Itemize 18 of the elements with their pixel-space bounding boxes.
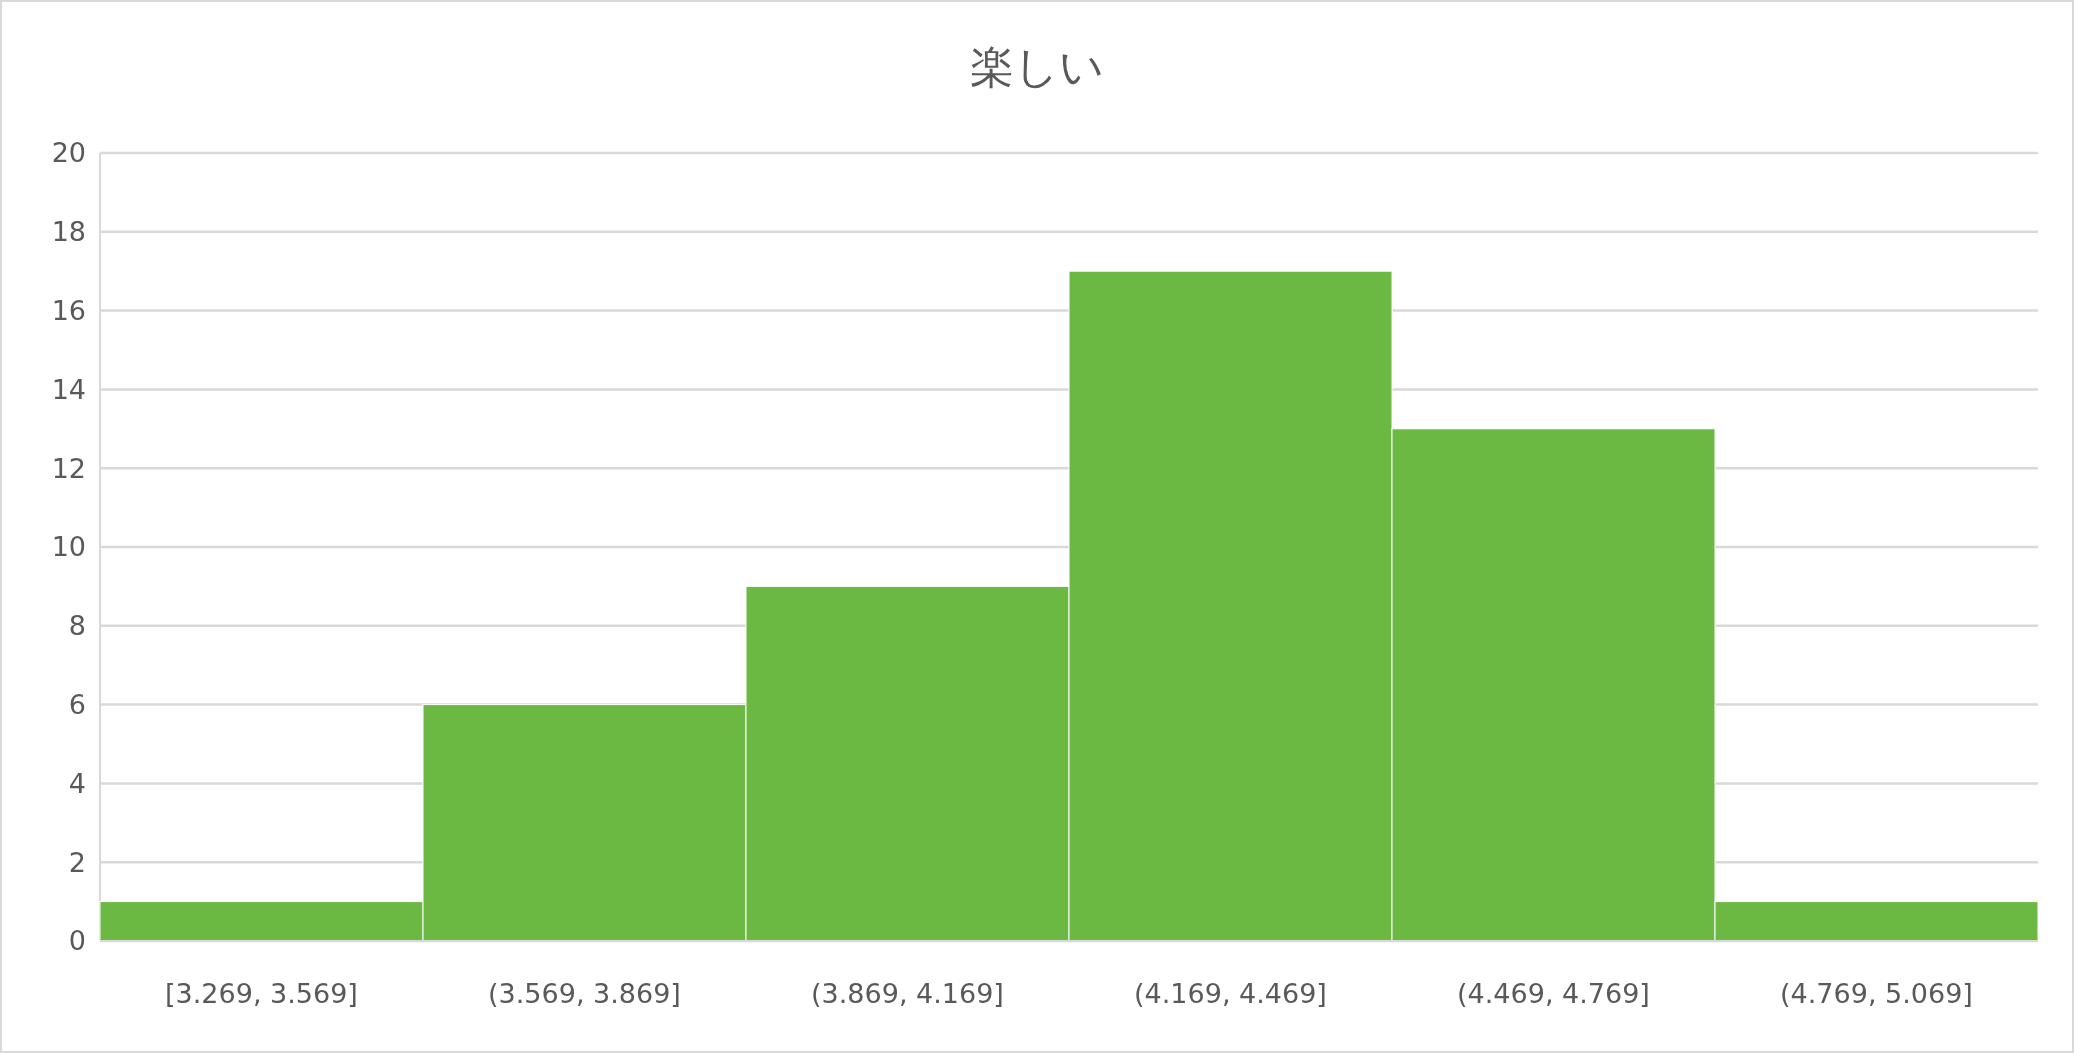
y-tick-label: 16 bbox=[51, 295, 86, 327]
x-tick-label: (3.569, 3.869] bbox=[488, 978, 681, 1009]
y-tick-label: 0 bbox=[68, 925, 86, 957]
y-tick-label: 10 bbox=[51, 531, 86, 563]
x-tick-label: (4.469, 4.769] bbox=[1457, 978, 1650, 1009]
x-tick-label: (4.769, 5.069] bbox=[1780, 978, 1973, 1009]
y-tick-label: 2 bbox=[68, 846, 86, 878]
x-tick-label: [3.269, 3.569] bbox=[165, 978, 358, 1009]
y-tick-label: 20 bbox=[51, 137, 86, 169]
chart-title: 楽しい bbox=[970, 41, 1104, 92]
y-tick-label: 18 bbox=[51, 216, 86, 248]
x-tick-label: (3.869, 4.169] bbox=[811, 978, 1004, 1009]
y-tick-label: 8 bbox=[68, 610, 86, 642]
y-tick-label: 14 bbox=[51, 373, 86, 405]
y-tick-label: 4 bbox=[68, 767, 86, 799]
x-tick-label: (4.169, 4.469] bbox=[1134, 978, 1327, 1009]
y-tick-label: 6 bbox=[68, 689, 86, 721]
y-tick-label: 12 bbox=[51, 452, 86, 484]
